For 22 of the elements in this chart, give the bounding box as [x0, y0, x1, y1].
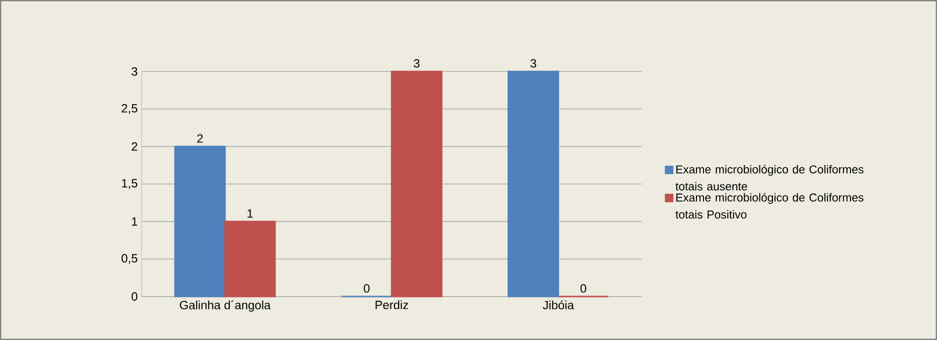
data-label: 0: [364, 284, 370, 293]
legend-label: Exame microbiológico de Coliformes totais ausente: [676, 164, 864, 190]
x-tick-label: Galinha d´angola: [180, 300, 271, 312]
bar: [224, 220, 276, 298]
y-tick-label: 2: [132, 142, 138, 151]
data-label: 0: [580, 284, 586, 293]
x-tick-label: Perdiz: [376, 300, 408, 310]
bar: [174, 146, 226, 298]
bar: [508, 70, 560, 298]
data-label: 1: [248, 209, 253, 218]
data-label: 2: [197, 134, 203, 143]
bar: [390, 70, 442, 298]
x-tick-label: Jibóia: [542, 300, 574, 310]
y-tick-label: 1: [132, 217, 138, 226]
data-label: 3: [530, 59, 536, 68]
y-tick-label: 2,5: [122, 104, 138, 114]
y-tick-label: 0,5: [122, 254, 138, 264]
y-tick-label: 3: [132, 67, 138, 76]
legend-label: Exame microbiológico de Coliformes totais Positivo: [676, 192, 864, 219]
data-label: 3: [414, 59, 420, 68]
y-tick-label: 1,5: [122, 179, 138, 189]
y-tick-label: 0: [132, 292, 138, 301]
